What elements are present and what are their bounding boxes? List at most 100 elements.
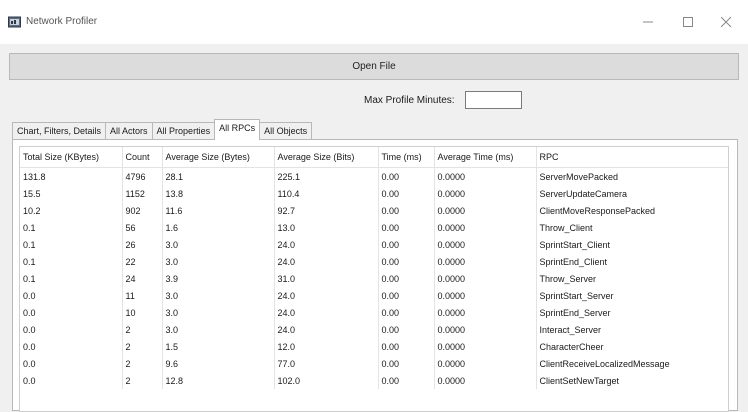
close-icon xyxy=(721,17,731,27)
column-header-time[interactable]: Time (ms) xyxy=(378,147,435,168)
average-time-cell: 0.0000 xyxy=(434,253,537,270)
time-cell: 0.00 xyxy=(378,287,435,304)
total-size-cell: 0.1 xyxy=(20,253,123,270)
time-cell: 0.00 xyxy=(378,236,435,253)
table-row[interactable]: 0.0 10 3.0 24.0 0.00 0.0000 SprintEnd_Server xyxy=(20,304,728,321)
time-cell: 0.00 xyxy=(378,372,435,389)
tab-all-actors[interactable]: All Actors xyxy=(105,122,153,140)
time-cell: 0.00 xyxy=(378,304,435,321)
close-button[interactable] xyxy=(706,8,746,36)
table-row[interactable]: 0.1 24 3.9 31.0 0.00 0.0000 Throw_Server xyxy=(20,270,728,287)
total-size-cell: 15.5 xyxy=(20,185,123,202)
tab-all-properties[interactable]: All Properties xyxy=(151,122,216,140)
rpc-name-cell: Throw_Client xyxy=(539,222,593,233)
count-cell: 26 xyxy=(122,236,163,253)
column-header-average-size-bytes[interactable]: Average Size (Bytes) xyxy=(162,147,275,168)
rpc-name-cell: ClientReceiveLocalizedMessage xyxy=(539,358,670,369)
average-size-bits-cell: 24.0 xyxy=(274,236,379,253)
average-size-bits-cell: 24.0 xyxy=(274,304,379,321)
table-row[interactable]: 15.5 1152 13.8 110.4 0.00 0.0000 ServerUpdateC… xyxy=(20,185,728,202)
rpc-name-cell: Throw_Server xyxy=(539,273,597,284)
max-profile-minutes-label: Max Profile Minutes: xyxy=(364,95,455,106)
column-header-average-time[interactable]: Average Time (ms) xyxy=(434,147,537,168)
average-time-cell: 0.0000 xyxy=(434,202,537,219)
count-cell: 10 xyxy=(122,304,163,321)
count-cell: 2 xyxy=(122,338,163,355)
total-size-cell: 0.0 xyxy=(20,372,123,389)
average-time-cell: 0.0000 xyxy=(434,270,537,287)
time-cell: 0.00 xyxy=(378,355,435,372)
max-profile-minutes-input[interactable] xyxy=(465,91,522,109)
total-size-cell: 0.0 xyxy=(20,321,123,338)
average-size-bits-cell: 110.4 xyxy=(274,185,379,202)
total-size-cell: 0.0 xyxy=(20,304,123,321)
column-header-count[interactable]: Count xyxy=(122,147,163,168)
average-time-cell: 0.0000 xyxy=(434,185,537,202)
average-size-bits-cell: 13.0 xyxy=(274,219,379,236)
average-size-bits-cell: 24.0 xyxy=(274,321,379,338)
time-cell: 0.00 xyxy=(378,219,435,236)
average-size-bytes-cell: 12.8 xyxy=(162,372,275,389)
average-size-bits-cell: 24.0 xyxy=(274,253,379,270)
average-time-cell: 0.0000 xyxy=(434,304,537,321)
count-cell: 1152 xyxy=(122,185,163,202)
title-bar: Network Profiler xyxy=(0,0,748,44)
time-cell: 0.00 xyxy=(378,270,435,287)
column-header-total-size[interactable]: Total Size (KBytes) xyxy=(20,147,123,168)
average-size-bits-cell: 77.0 xyxy=(274,355,379,372)
time-cell: 0.00 xyxy=(378,321,435,338)
table-row[interactable]: 0.0 2 12.8 102.0 0.00 0.0000 ClientSetNewTarge… xyxy=(20,372,728,389)
maximize-icon xyxy=(683,17,693,27)
average-size-bytes-cell: 3.0 xyxy=(162,321,275,338)
total-size-cell: 0.0 xyxy=(20,287,123,304)
total-size-cell: 0.1 xyxy=(20,236,123,253)
column-header-average-size-bits[interactable]: Average Size (Bits) xyxy=(274,147,379,168)
average-size-bytes-cell: 9.6 xyxy=(162,355,275,372)
minimize-button[interactable] xyxy=(628,8,668,36)
table-row[interactable]: 0.1 22 3.0 24.0 0.00 0.0000 SprintEnd_Client xyxy=(20,253,728,270)
average-size-bytes-cell: 28.1 xyxy=(162,167,275,185)
table-row[interactable]: 0.0 2 9.6 77.0 0.00 0.0000 ClientReceiveLocali… xyxy=(20,355,728,372)
tab-all-rpcs[interactable]: All RPCs xyxy=(214,119,261,140)
rpc-name-cell: ClientSetNewTarget xyxy=(539,375,620,386)
count-cell: 902 xyxy=(122,202,163,219)
average-time-cell: 0.0000 xyxy=(434,372,537,389)
average-size-bytes-cell: 11.6 xyxy=(162,202,275,219)
time-cell: 0.00 xyxy=(378,167,435,185)
count-cell: 24 xyxy=(122,270,163,287)
count-cell: 11 xyxy=(122,287,163,304)
total-size-cell: 0.0 xyxy=(20,355,123,372)
table-row[interactable]: 0.0 2 3.0 24.0 0.00 0.0000 Interact_Server xyxy=(20,321,728,338)
average-size-bytes-cell: 1.6 xyxy=(162,219,275,236)
average-size-bits-cell: 92.7 xyxy=(274,202,379,219)
time-cell: 0.00 xyxy=(378,253,435,270)
time-cell: 0.00 xyxy=(378,202,435,219)
time-cell: 0.00 xyxy=(378,185,435,202)
table-row[interactable]: 131.8 4796 28.1 225.1 0.00 0.0000 ServerMovePa… xyxy=(20,167,728,185)
table-row[interactable]: 0.0 2 1.5 12.0 0.00 0.0000 CharacterCheer xyxy=(20,338,728,355)
average-time-cell: 0.0000 xyxy=(434,321,537,338)
time-cell: 0.00 xyxy=(378,338,435,355)
open-file-button[interactable]: Open File xyxy=(9,53,739,80)
average-time-cell: 0.0000 xyxy=(434,287,537,304)
window-title: Network Profiler xyxy=(26,16,98,27)
maximize-button[interactable] xyxy=(668,8,708,36)
table-row[interactable]: 0.0 11 3.0 24.0 0.00 0.0000 SprintStart_Server xyxy=(20,287,728,304)
count-cell: 2 xyxy=(122,321,163,338)
table-row[interactable]: 0.1 56 1.6 13.0 0.00 0.0000 Throw_Client xyxy=(20,219,728,236)
total-size-cell: 0.0 xyxy=(20,338,123,355)
rpc-name-cell: SprintStart_Server xyxy=(539,290,614,301)
table-row[interactable]: 10.2 902 11.6 92.7 0.00 0.0000 ClientMoveRespo… xyxy=(20,202,728,219)
average-size-bytes-cell: 3.0 xyxy=(162,287,275,304)
count-cell: 2 xyxy=(122,372,163,389)
average-size-bits-cell: 102.0 xyxy=(274,372,379,389)
tab-all-objects[interactable]: All Objects xyxy=(259,122,313,140)
table-row[interactable]: 0.1 26 3.0 24.0 0.00 0.0000 SprintStart_Client xyxy=(20,236,728,253)
average-time-cell: 0.0000 xyxy=(434,338,537,355)
average-time-cell: 0.0000 xyxy=(434,219,537,236)
rpc-name-cell: CharacterCheer xyxy=(539,341,604,352)
tab-chart-filters-details[interactable]: Chart, Filters, Details xyxy=(12,122,107,140)
rpc-table[interactable]: Total Size (KBytes) Count Average Size (… xyxy=(19,146,729,412)
column-header-rpc[interactable]: RPC xyxy=(536,147,728,168)
average-size-bytes-cell: 3.0 xyxy=(162,253,275,270)
